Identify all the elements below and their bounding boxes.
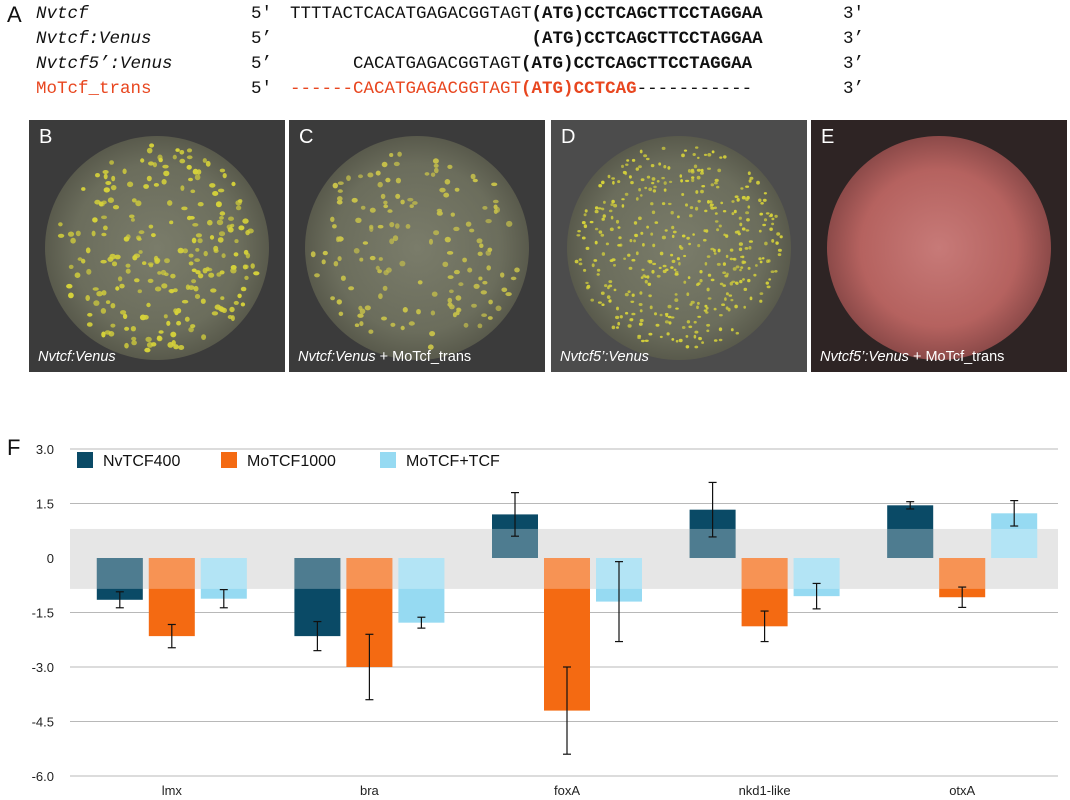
y-tick-label: -3.0 [32,660,54,675]
embryo-disc [827,136,1051,360]
embryo-micrograph [811,120,1067,372]
bar-motcf1000 [148,558,195,637]
caption-italic: Nvtcf:Venus [298,349,376,365]
y-tick-label: -6.0 [32,769,54,784]
embryo-micrograph [29,120,285,372]
panel-caption: Nvtcf:Venus + MoTcf_trans [298,349,471,365]
embryo-disc [45,136,269,360]
panel-letter: B [39,126,53,148]
bar-band-overlay [96,558,143,589]
embryo-image-b: B Nvtcf:Venus [29,120,285,372]
sequence-text: CACATGAGACGGTAGT(ATG)CCTCAGCTTCCTAGGAA [290,52,752,76]
five-prime-label: 5’ [251,54,273,74]
sequence-after-atg: CCTCAGCTTCCTAGGAA [573,54,753,74]
panel-letter: E [821,126,835,148]
x-category-label: otxA [949,783,975,798]
bar-band-overlay [346,558,393,589]
legend-swatch [221,452,237,468]
bar-motcf-tcf [398,558,445,623]
embryo-image-d: D Nvtcf5’:Venus [551,120,807,372]
three-prime-label: 3’ [843,54,865,74]
panel-letter: C [299,126,314,148]
sequence-prefix: CACATGAGACGGTAGT [290,54,522,74]
panel-caption: Nvtcf5’:Venus + MoTcf_trans [820,349,1004,365]
sequence-name: MoTcf_trans [36,79,152,99]
bar-band-overlay [148,558,195,589]
y-tick-label: 1.5 [36,497,54,512]
embryo-image-e: E Nvtcf5’:Venus + MoTcf_trans [811,120,1067,372]
bar-band-overlay [887,528,934,558]
caption-rest: + MoTcf_trans [908,349,1005,365]
legend-swatch [380,452,396,468]
panel-a-letter: A [7,2,22,27]
panel-caption: Nvtcf:Venus [38,349,116,365]
start-codon: (ATG) [521,54,574,74]
legend-label: NvTCF400 [103,453,180,470]
caption-italic: Nvtcf5’:Venus [820,349,909,365]
sequence-tail: ----------- [636,79,753,99]
y-tick-label: 3.0 [36,442,54,457]
three-prime-label: 3’ [843,29,865,49]
five-prime-label: 5' [251,79,273,99]
start-codon: (ATG) [531,4,585,24]
sequence-after-atg: CCTCAG [573,79,637,99]
sequence-name: Nvtcf:Venus [36,29,152,49]
sequence-after-atg: CCTCAGCTTCCTAGGAA [584,29,763,49]
legend-swatch [77,452,93,468]
sequence-prefix: ------CACATGAGACGGTAGT [290,79,522,99]
three-prime-label: 3' [843,4,865,24]
five-prime-label: 5' [251,4,273,24]
bar-band-overlay [398,558,445,589]
sequence-row: Nvtcf5’:Venus 5’ CACATGAGACGGTAGT(ATG)CCT… [0,52,1070,76]
bar-chart: 3.0 1.5 0 -1.5 -3.0 -4.5 -6.0 lmx bra foxA nkd1-li… [32,442,1058,798]
embryo-image-c: C Nvtcf:Venus + MoTcf_trans [289,120,545,372]
embryo-micrograph [551,120,807,372]
bar-band-overlay [200,558,247,589]
bar-band-overlay [544,558,590,589]
y-tick-label: -4.5 [32,715,54,730]
five-prime-label: 5’ [251,29,273,49]
x-category-label: foxA [554,783,580,798]
y-tick-label: 0 [47,551,54,566]
three-prime-label: 3’ [843,79,865,99]
bar-band-overlay [294,558,341,589]
sequence-text: TTTTACTCACATGAGACGGTAGT(ATG)CCTCAGCTTCCT… [290,2,763,26]
bar-band-overlay [741,558,788,589]
bar-nvtcf400 [887,505,934,558]
panel-letter: D [561,126,576,148]
sequence-name: Nvtcf5’:Venus [36,54,173,74]
sequence-name: Nvtcf [36,4,89,24]
x-category-label: lmx [162,783,183,798]
sequence-text: (ATG)CCTCAGCTTCCTAGGAA [290,27,763,51]
legend-label: MoTCF1000 [247,453,336,470]
embryo-micrograph [289,120,545,372]
sequence-prefix [290,29,532,49]
x-category-label: nkd1-like [739,783,791,798]
sequence-row: MoTcf_trans 5' ------CACATGAGACGGTAGT(ATG)… [0,77,1070,101]
x-category-label: bra [360,783,380,798]
start-codon: (ATG) [521,79,574,99]
start-codon: (ATG) [531,29,585,49]
panel-caption: Nvtcf5’:Venus [560,349,649,365]
caption-italic: Nvtcf:Venus [38,349,116,365]
embryo-disc [305,136,529,360]
legend-label: MoTCF+TCF [406,453,500,470]
bar-band-overlay [991,528,1038,558]
bar-band-overlay [939,558,986,589]
sequence-after-atg: CCTCAGCTTCCTAGGAA [584,4,763,24]
sequence-row: Nvtcf:Venus 5’ (ATG)CCTCAGCTTCCTAGGAA 3’ [0,27,1070,51]
panel-f-letter: F [7,435,21,460]
sequence-prefix: TTTTACTCACATGAGACGGTAGT [290,4,532,24]
y-tick-label: -1.5 [32,606,54,621]
sequence-text: ------CACATGAGACGGTAGT(ATG)CCTCAG-------… [290,77,752,101]
sequence-row: Nvtcf 5' TTTTACTCACATGAGACGGTAGT(ATG)CCTCA… [0,2,1070,26]
embryo-disc [567,136,791,360]
caption-italic: Nvtcf5’:Venus [560,349,649,365]
caption-rest: + MoTcf_trans [375,349,472,365]
